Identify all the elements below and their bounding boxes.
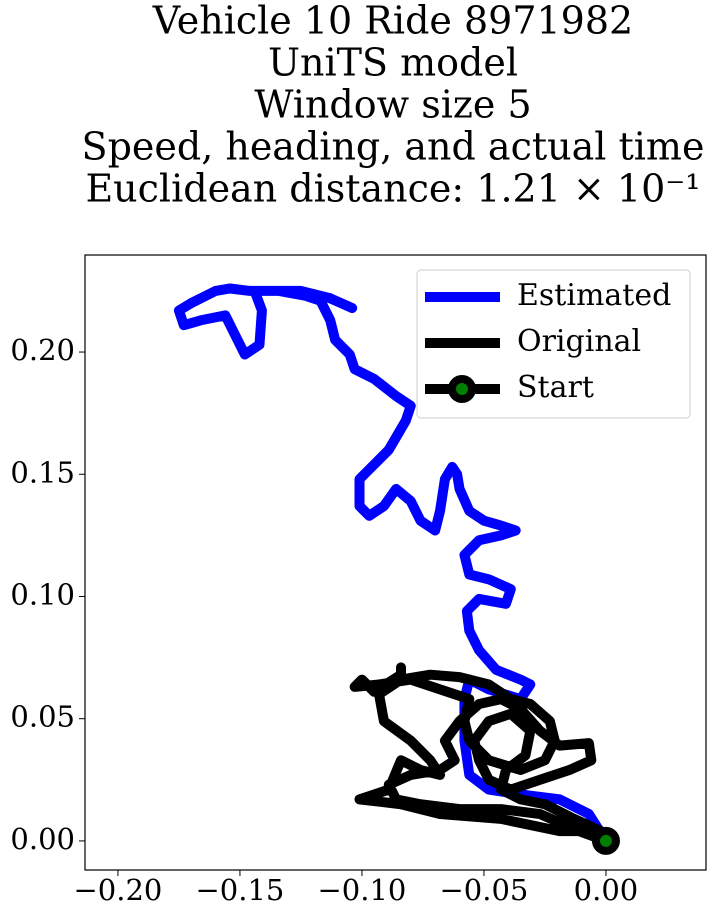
- chart-title: Vehicle 10 Ride 8971982: [152, 0, 633, 43]
- chart-title: Window size 5: [254, 83, 531, 127]
- y-tick-label: 0.20: [10, 333, 75, 367]
- legend-marker: [448, 375, 476, 403]
- x-tick-label: 0.00: [574, 873, 639, 907]
- trajectory-line: [349, 662, 611, 846]
- legend-label: Start: [517, 370, 594, 405]
- x-tick-label: −0.15: [196, 873, 285, 907]
- y-tick-label: 0.00: [10, 822, 75, 856]
- start-marker: [591, 826, 620, 855]
- legend-label: Original: [517, 324, 641, 359]
- x-tick-label: −0.10: [318, 873, 407, 907]
- x-tick-label: −0.20: [74, 873, 163, 907]
- chart-title: Euclidean distance: 1.21 × 10⁻¹: [85, 167, 700, 211]
- legend-label: Estimated: [517, 278, 671, 313]
- legend-box: [416, 269, 691, 419]
- y-tick-label: 0.15: [10, 455, 75, 489]
- trajectory-line: [173, 283, 611, 846]
- chart-title: UniTS model: [268, 41, 518, 85]
- x-tick-label: −0.05: [440, 873, 529, 907]
- chart-title: Speed, heading, and actual time: [82, 125, 705, 169]
- plot-area: [173, 283, 620, 855]
- y-tick-label: 0.05: [10, 700, 75, 734]
- y-tick-label: 0.10: [10, 577, 75, 611]
- axes-frame: [84, 254, 707, 871]
